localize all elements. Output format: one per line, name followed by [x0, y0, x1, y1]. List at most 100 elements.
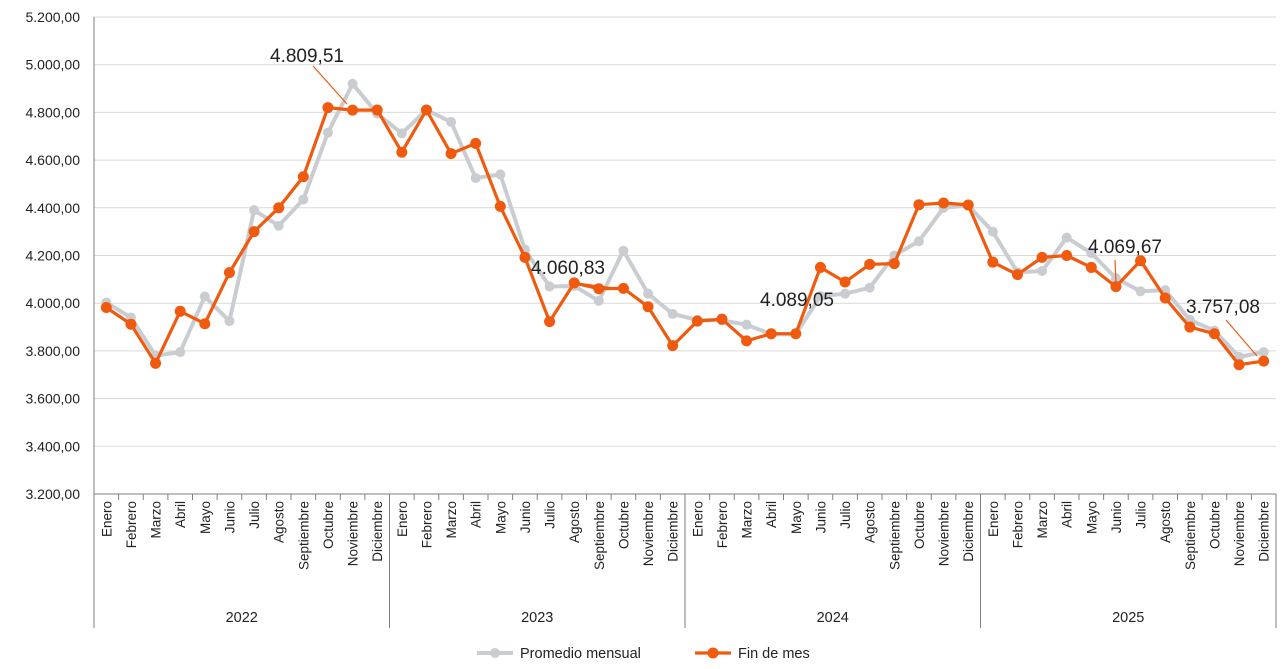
x-tick-label: Marzo [149, 501, 164, 539]
x-tick-label: Octubre [1207, 501, 1222, 549]
data-point [396, 146, 408, 158]
gridlines [94, 16, 1276, 447]
y-tick-label: 3.200,00 [26, 486, 81, 502]
data-point [470, 172, 481, 183]
x-tick-label: Octubre [616, 501, 631, 549]
x-tick-label: Diciembre [370, 501, 385, 562]
data-point [593, 295, 604, 306]
y-tick-label: 5.000,00 [26, 57, 81, 73]
x-tick-label: Agosto [272, 501, 287, 543]
data-point [1061, 250, 1073, 261]
data-point [544, 316, 556, 328]
x-tick-label: Enero [986, 501, 1001, 537]
data-point [790, 328, 802, 340]
legend-swatch-marker [490, 648, 500, 658]
data-label: 4.060,83 [531, 258, 605, 279]
x-tick-label: Agosto [567, 501, 582, 543]
data-point [667, 308, 678, 319]
data-label: 4.069,67 [1088, 237, 1162, 258]
data-point [470, 137, 482, 149]
data-point [273, 202, 285, 214]
data-point [371, 104, 383, 116]
x-tick-label: Julio [543, 501, 558, 529]
x-tick-label: Junio [1109, 501, 1124, 533]
data-label: 4.809,51 [270, 46, 344, 67]
x-tick-label: Octubre [912, 501, 927, 549]
data-point [1110, 281, 1122, 293]
data-point [495, 169, 506, 180]
data-point [199, 318, 211, 330]
data-point [446, 116, 457, 127]
data-point [913, 199, 925, 211]
series-lines [100, 78, 1270, 371]
series-0 [101, 78, 1269, 362]
data-point [765, 328, 777, 340]
y-tick-label: 4.200,00 [26, 248, 81, 264]
x-tick-label: Septiembre [296, 501, 311, 570]
data-point [691, 315, 703, 327]
data-point [249, 205, 260, 216]
x-tick-label: Septiembre [1183, 501, 1198, 570]
data-point [617, 282, 629, 294]
data-point [298, 194, 309, 205]
data-point [544, 281, 555, 292]
y-tick-label: 3.600,00 [26, 391, 81, 407]
x-tick-label: Marzo [444, 501, 459, 539]
annotation-leader [312, 65, 348, 105]
x-tick-label: Septiembre [592, 501, 607, 570]
data-point [199, 291, 210, 302]
data-point [347, 104, 359, 116]
x-tick-label: Junio [813, 501, 828, 533]
data-point [716, 313, 728, 325]
data-point [1011, 269, 1023, 281]
data-point [1135, 255, 1147, 267]
data-point [396, 128, 407, 139]
data-point [741, 319, 752, 330]
x-tick-label: Noviembre [1232, 501, 1247, 566]
legend-item-1: Fin de mes [695, 646, 810, 662]
x-tick-label: Abril [1060, 501, 1075, 528]
x-tick-label: Agosto [1158, 501, 1173, 543]
data-point [100, 301, 112, 313]
data-point [297, 171, 309, 183]
data-point [1258, 355, 1270, 367]
data-point [987, 256, 999, 268]
data-point [913, 236, 924, 247]
data-point [445, 148, 457, 160]
x-tick-label: Febrero [419, 501, 434, 548]
x-tick-label: Enero [99, 501, 114, 537]
data-point [175, 347, 186, 358]
data-point [593, 283, 605, 295]
x-tick-label: Marzo [1035, 501, 1050, 539]
data-point [888, 258, 900, 270]
y-tick-label: 3.800,00 [26, 343, 81, 359]
data-point [987, 226, 998, 237]
data-point [347, 78, 358, 89]
data-point [962, 199, 974, 211]
x-tick-label: Agosto [863, 501, 878, 543]
data-point [1061, 232, 1072, 243]
data-point [1258, 347, 1269, 358]
data-point [1036, 251, 1048, 263]
data-point [322, 102, 334, 114]
y-tick-label: 4.400,00 [26, 200, 81, 216]
series-line [105, 81, 1265, 359]
legend: Promedio mensual Fin de mes [477, 646, 810, 662]
data-point [839, 276, 851, 288]
x-tick-label: Julio [1134, 501, 1149, 529]
data-point [814, 261, 826, 273]
data-point [1135, 286, 1146, 297]
x-tick-label: Julio [247, 501, 262, 529]
data-point [273, 220, 284, 231]
data-point [1208, 328, 1220, 340]
x-tick-label: Febrero [1010, 501, 1025, 548]
data-point [741, 335, 753, 347]
data-point [224, 316, 235, 327]
data-point [568, 277, 580, 289]
y-tick-label: 5.200,00 [26, 9, 81, 25]
annotation-leader [1225, 319, 1258, 357]
data-point [248, 226, 260, 238]
x-tick-label: Julio [838, 501, 853, 529]
x-tick-label: Mayo [789, 501, 804, 534]
